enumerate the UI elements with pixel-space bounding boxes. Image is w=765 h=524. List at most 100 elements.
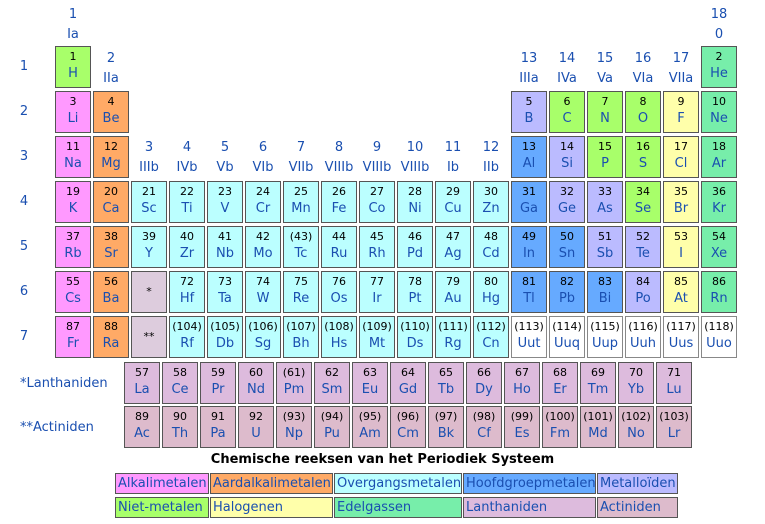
atomic-number: (97)	[434, 410, 458, 423]
series-title: Chemische reeksen van het Periodiek Syst…	[210, 452, 555, 467]
atomic-number: 75	[294, 275, 308, 288]
period-label: 4	[19, 194, 29, 209]
element-cell-te: 52 Te	[625, 226, 661, 268]
element-symbol: Li	[67, 111, 79, 126]
group-roman-label: IIa	[103, 71, 119, 86]
placeholder-mark: *	[146, 285, 152, 298]
element-cell-se: 34 Se	[625, 181, 661, 223]
atomic-number: 19	[66, 185, 80, 198]
atomic-number: (98)	[472, 410, 496, 423]
group-number-label: 15	[596, 51, 614, 66]
legend-item-halogen: Halogenen	[210, 497, 333, 518]
element-cell-zn: 30 Zn	[473, 181, 509, 223]
atomic-number: 92	[249, 410, 263, 423]
atomic-number: 59	[211, 366, 225, 379]
atomic-number: 55	[66, 275, 80, 288]
element-cell-dy: 66 Dy	[466, 362, 502, 404]
element-cell-rn: 86 Rn	[701, 271, 737, 313]
atomic-number: (113)	[514, 320, 544, 333]
atomic-number: 64	[401, 366, 415, 379]
atomic-number: 29	[446, 185, 460, 198]
element-cell-sg: (106) Sg	[245, 316, 281, 358]
atomic-number: (61)	[282, 366, 306, 379]
element-cell-na: 11 Na	[55, 136, 91, 178]
element-symbol: Y	[145, 246, 153, 261]
element-cell-br: 35 Br	[663, 181, 699, 223]
group-roman-label: VIIIb	[324, 160, 354, 175]
element-symbol: Ag	[444, 246, 462, 261]
atomic-number: 21	[142, 185, 156, 198]
atomic-number: (43)	[289, 230, 313, 243]
element-symbol: Am	[359, 426, 381, 441]
element-cell-as: 33 As	[587, 181, 623, 223]
element-symbol: Lu	[666, 382, 682, 397]
element-symbol: Ne	[710, 111, 728, 126]
element-symbol: Br	[673, 201, 689, 216]
element-symbol: Ra	[102, 336, 120, 351]
element-cell-kr: 36 Kr	[701, 181, 737, 223]
atomic-number: 63	[363, 366, 377, 379]
element-symbol: Md	[588, 426, 608, 441]
element-cell-fm: (100) Fm	[542, 406, 578, 448]
atomic-number: 69	[591, 366, 605, 379]
group-number-label: 14	[558, 51, 576, 66]
period-label: 6	[19, 284, 29, 299]
element-cell-tl: 81 Tl	[511, 271, 547, 313]
element-cell-bh: (107) Bh	[283, 316, 319, 358]
element-symbol: Sr	[104, 246, 118, 261]
element-cell-au: 79 Au	[435, 271, 471, 313]
element-cell-nd: 60 Nd	[238, 362, 274, 404]
element-symbol: Cn	[482, 336, 500, 351]
element-cell-cm: (96) Cm	[390, 406, 426, 448]
element-symbol: Si	[561, 156, 573, 171]
element-cell-uus: (117) Uus	[663, 316, 699, 358]
atomic-number: (118)	[704, 320, 734, 333]
element-symbol: P	[601, 156, 609, 171]
atomic-number: 71	[667, 366, 681, 379]
element-cell-zr: 40 Zr	[169, 226, 205, 268]
element-symbol: Cs	[65, 291, 81, 306]
atomic-number: 87	[66, 320, 80, 333]
legend-item-noble: Edelgassen	[334, 497, 462, 518]
element-symbol: Th	[171, 426, 189, 441]
atomic-number: (110)	[400, 320, 430, 333]
series-placeholder-cell: **	[131, 316, 167, 358]
element-cell-cr: 24 Cr	[245, 181, 281, 223]
element-symbol: Ba	[102, 291, 120, 306]
element-symbol: Tm	[587, 382, 609, 397]
element-cell-mn: 25 Mn	[283, 181, 319, 223]
element-symbol: Lr	[667, 426, 681, 441]
atomic-number: (94)	[320, 410, 344, 423]
element-cell-ce: 58 Ce	[162, 362, 198, 404]
element-symbol: Fe	[331, 201, 347, 216]
element-symbol: Cf	[477, 426, 491, 441]
element-cell-uup: (115) Uup	[587, 316, 623, 358]
element-cell-xe: 54 Xe	[701, 226, 737, 268]
element-symbol: Sc	[141, 201, 157, 216]
element-symbol: Gd	[398, 382, 418, 397]
element-cell-mg: 12 Mg	[93, 136, 129, 178]
element-symbol: Cr	[255, 201, 271, 216]
element-symbol: Ga	[519, 201, 539, 216]
element-symbol: Rn	[710, 291, 728, 306]
atomic-number: 9	[677, 95, 685, 108]
element-cell-y: 39 Y	[131, 226, 167, 268]
atomic-number: 44	[332, 230, 346, 243]
atomic-number: (95)	[358, 410, 382, 423]
element-symbol: Mo	[253, 246, 273, 261]
atomic-number: 89	[135, 410, 149, 423]
atomic-number: 73	[218, 275, 232, 288]
atomic-number: 81	[522, 275, 536, 288]
element-cell-am: (95) Am	[352, 406, 388, 448]
atomic-number: 1	[69, 50, 77, 63]
atomic-number: 16	[636, 140, 650, 153]
element-cell-li: 3 Li	[55, 91, 91, 133]
element-symbol: K	[68, 201, 78, 216]
element-cell-uut: (113) Uut	[511, 316, 547, 358]
atomic-number: 8	[639, 95, 647, 108]
element-symbol: Ge	[557, 201, 577, 216]
group-number-label: 8	[334, 140, 344, 155]
group-roman-label: VIIa	[668, 71, 694, 86]
